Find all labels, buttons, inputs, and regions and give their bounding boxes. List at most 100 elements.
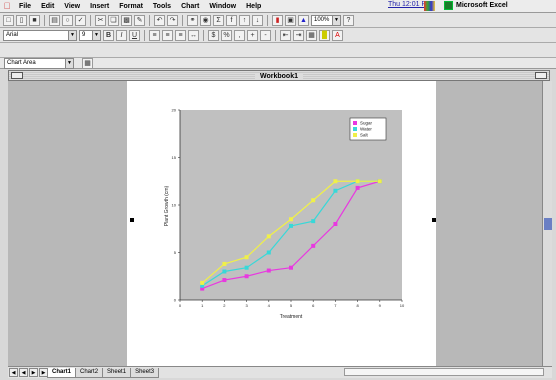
open-folder-icon[interactable]: ▯ (16, 14, 27, 26)
data-point[interactable] (244, 265, 249, 270)
data-point[interactable] (333, 188, 338, 193)
paste-icon[interactable]: ▩ (121, 14, 132, 26)
data-point[interactable] (333, 179, 338, 184)
data-point[interactable] (355, 179, 360, 184)
previous-sheet-icon[interactable]: ◀ (19, 368, 28, 377)
data-point[interactable] (311, 198, 316, 203)
new-document-icon[interactable]: □ (3, 14, 14, 26)
decrease-decimal-icon[interactable]: - (260, 29, 271, 41)
series-group (200, 179, 382, 291)
align-right-icon[interactable]: ≡ (175, 29, 186, 41)
next-sheet-icon[interactable]: ▶ (29, 368, 38, 377)
data-point[interactable] (289, 217, 293, 222)
zoom-box-icon[interactable] (535, 72, 547, 79)
data-point[interactable] (222, 261, 227, 266)
borders-icon[interactable]: ▦ (306, 29, 317, 41)
bold-icon[interactable]: B (103, 29, 114, 41)
selection-handle-right[interactable] (432, 218, 436, 222)
format-chart-area-icon[interactable]: ▦ (82, 57, 93, 69)
data-point[interactable] (244, 255, 249, 260)
menu-window[interactable]: Window (209, 2, 237, 10)
office-assistant-icon[interactable]: ? (343, 14, 354, 26)
decrease-indent-icon[interactable]: ⇤ (280, 29, 291, 41)
vertical-scroll-thumb[interactable] (544, 218, 552, 230)
copy-icon[interactable]: ❏ (108, 14, 119, 26)
data-point[interactable] (222, 278, 227, 283)
data-point[interactable] (266, 250, 271, 255)
menu-tools[interactable]: Tools (152, 2, 172, 10)
hyperlink-icon[interactable]: ⚭ (187, 14, 198, 26)
percent-icon[interactable]: % (221, 29, 232, 41)
save-icon[interactable]: ■ (29, 14, 40, 26)
comma-icon[interactable]: , (234, 29, 245, 41)
menu-view[interactable]: View (64, 2, 81, 10)
print-preview-icon[interactable]: ○ (62, 14, 73, 26)
sheet-tab[interactable]: Sheet3 (130, 367, 160, 378)
italic-icon[interactable]: I (116, 29, 127, 41)
chart-objects-select[interactable]: Chart Area ▼ (4, 57, 74, 69)
data-point[interactable] (289, 223, 293, 228)
zoom-select[interactable]: 100% ▼ (311, 14, 341, 26)
spelling-icon[interactable]: ✓ (75, 14, 86, 26)
data-point[interactable] (266, 268, 271, 273)
map-icon[interactable]: ▣ (285, 14, 296, 26)
first-sheet-icon[interactable]: ◀ (9, 368, 18, 377)
sort-descending-icon[interactable]: ↓ (252, 14, 263, 26)
data-point[interactable] (333, 222, 338, 226)
align-center-icon[interactable]: ≡ (162, 29, 173, 41)
font-name-select[interactable]: Arial ▼ (3, 29, 77, 41)
font-size-select[interactable]: 9 ▼ (79, 29, 101, 41)
align-left-icon[interactable]: ≡ (149, 29, 160, 41)
selection-handle-left[interactable] (130, 218, 134, 222)
function-icon[interactable]: f (226, 14, 237, 26)
underline-icon[interactable]: U (129, 29, 140, 41)
fill-color-icon[interactable]: █ (319, 29, 330, 41)
data-point[interactable] (200, 280, 205, 285)
font-color-icon[interactable]: A (332, 29, 343, 41)
format-painter-icon[interactable]: ✎ (134, 14, 145, 26)
horizontal-scrollbar[interactable] (344, 368, 544, 376)
increase-indent-icon[interactable]: ⇥ (293, 29, 304, 41)
data-point[interactable] (200, 283, 205, 288)
increase-decimal-icon[interactable]: + (247, 29, 258, 41)
menu-edit[interactable]: Edit (41, 2, 55, 10)
merge-center-icon[interactable]: ↔ (188, 29, 199, 41)
redo-icon[interactable]: ↷ (167, 14, 178, 26)
data-point[interactable] (311, 243, 316, 248)
menu-format[interactable]: Format (119, 2, 143, 10)
undo-icon[interactable]: ↶ (154, 14, 165, 26)
data-point[interactable] (355, 185, 360, 190)
sheet-tab[interactable]: Sheet1 (102, 367, 132, 378)
menubar-clock[interactable]: Thu 12:01 PM (388, 1, 432, 8)
drawing-icon[interactable]: ▲ (298, 14, 309, 26)
data-point[interactable] (289, 265, 293, 270)
data-point[interactable] (311, 219, 316, 224)
data-point[interactable] (266, 234, 271, 239)
web-toolbar-icon[interactable]: ◉ (200, 14, 211, 26)
menu-chart[interactable]: Chart (181, 2, 200, 10)
sheet-tab[interactable]: Chart2 (75, 367, 104, 378)
data-point[interactable] (200, 286, 205, 291)
data-point[interactable] (222, 269, 227, 274)
legend-swatch (353, 121, 357, 125)
cut-icon[interactable]: ✂ (95, 14, 106, 26)
application-switcher-icon[interactable] (424, 1, 435, 11)
data-point[interactable] (377, 179, 382, 184)
menu-file[interactable]: File (19, 2, 32, 10)
application-menu[interactable]: Microsoft Excel (444, 1, 508, 10)
menu-help[interactable]: Help (246, 2, 262, 10)
currency-icon[interactable]: $ (208, 29, 219, 41)
vertical-scrollbar[interactable] (542, 81, 552, 366)
sheet-tab[interactable]: Chart1 (47, 367, 77, 378)
apple-menu-icon[interactable]:  (0, 1, 14, 11)
print-icon[interactable]: ▤ (49, 14, 60, 26)
close-box-icon[interactable] (11, 72, 23, 79)
menu-insert[interactable]: Insert (90, 2, 110, 10)
window-titlebar[interactable]: Workbook1 (8, 70, 550, 81)
sort-ascending-icon[interactable]: ↑ (239, 14, 250, 26)
data-point[interactable] (244, 274, 249, 279)
autosum-icon[interactable]: Σ (213, 14, 224, 26)
chart-wizard-icon[interactable]: ▮ (272, 14, 283, 26)
